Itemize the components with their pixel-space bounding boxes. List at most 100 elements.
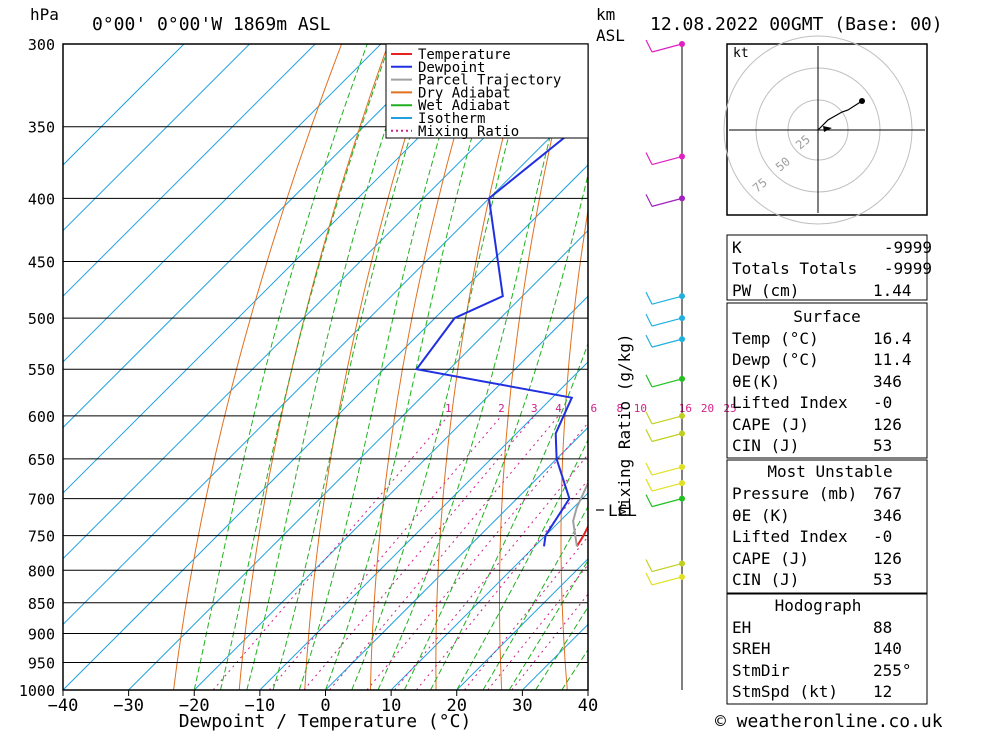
- pw-label: PW (cm): [732, 281, 799, 300]
- wet-adiabat: [193, 44, 368, 690]
- wind-barb-flag: [645, 429, 653, 442]
- wet-adiabat: [377, 44, 575, 690]
- dry-adiabat: [304, 44, 436, 690]
- isotherm: [63, 164, 588, 690]
- surface-dewp-label: Dewp (°C): [732, 350, 819, 369]
- background-lines: [63, 26, 1000, 690]
- mu-cape-value: 126: [873, 549, 902, 568]
- dry-adiabat: [499, 44, 575, 690]
- wind-barb-flag: [645, 334, 653, 348]
- wind-barb-shaft: [651, 197, 683, 207]
- mu-pressure-value: 767: [873, 484, 902, 503]
- pressure-tick-label: 600: [28, 408, 55, 426]
- wind-barb-shaft: [651, 562, 683, 573]
- temperature-tick-label: −40: [48, 696, 79, 716]
- lcl-label: LCL: [608, 501, 637, 520]
- pressure-tick-label: 450: [28, 254, 55, 272]
- wind-barb-flag: [645, 559, 653, 572]
- pressure-tick-label: 950: [28, 654, 55, 672]
- surface-cin-value: 53: [873, 436, 892, 455]
- k-value: -9999: [884, 238, 932, 257]
- pressure-tick-label: 400: [28, 190, 55, 208]
- wind-barb-flag: [645, 374, 653, 388]
- isotherm: [390, 492, 588, 690]
- isotherm: [128, 229, 588, 690]
- pressure-tick-label: 300: [28, 36, 55, 54]
- parcel-trajectory-line: [572, 480, 588, 547]
- pressure-unit-label: hPa: [30, 5, 59, 24]
- pressure-tick-label: 750: [28, 528, 55, 546]
- indices-panel: K -9999 Totals Totals -9999 PW (cm) 1.44…: [726, 234, 932, 705]
- mu-pressure-label: Pressure (mb): [732, 484, 857, 503]
- sreh-value: 140: [873, 639, 902, 658]
- temperature-axis: −40 −30 −20 −10 0 10 20 30 40: [48, 690, 598, 716]
- pw-value: 1.44: [873, 281, 912, 300]
- mixing-ratio-line: [212, 415, 449, 690]
- wind-barb-shaft: [651, 498, 683, 508]
- stmdir-label: StmDir: [732, 661, 790, 680]
- wet-adiabat: [220, 44, 391, 690]
- stmspd-label: StmSpd (kt): [732, 682, 838, 701]
- wind-barb-flag: [645, 152, 653, 165]
- temperature-tick-label: 20: [447, 696, 467, 716]
- wind-barb-shaft: [651, 338, 683, 348]
- storm-motion-arrow: [823, 126, 832, 132]
- wind-barb-flag: [645, 194, 653, 207]
- x-axis-label: Dewpoint / Temperature (°C): [179, 711, 472, 732]
- wind-barb-shaft: [651, 378, 683, 388]
- wind-barb-flag: [645, 291, 653, 305]
- wind-barb-flag: [645, 39, 653, 53]
- mixing-ratio-line: [487, 564, 588, 690]
- wet-adiabat: [325, 44, 500, 690]
- legend-label: Dewpoint: [418, 60, 485, 76]
- datetime-title: 12.08.2022 00GMT (Base: 00): [650, 14, 943, 35]
- stmspd-value: 12: [873, 682, 892, 701]
- surface-cape-label: CAPE (J): [732, 415, 809, 434]
- surface-li-label: Lifted Index: [732, 393, 848, 412]
- wind-barb-flag: [645, 411, 653, 425]
- dry-adiabat: [173, 44, 343, 690]
- wet-adiabat: [456, 438, 588, 690]
- mixing-ratio-labels: 1 2 3 4 6 8 10 16 20 25: [445, 402, 737, 415]
- mu-li-value: -0: [873, 527, 892, 546]
- basic-indices-box: [726, 234, 928, 301]
- wind-barb-flag: [645, 572, 653, 586]
- mu-cin-value: 53: [873, 570, 892, 589]
- legend-label: Isotherm: [418, 111, 485, 127]
- surface-cape-value: 126: [873, 415, 902, 434]
- hodograph-endpoint: [859, 98, 865, 104]
- k-label: K: [732, 238, 742, 257]
- isotherm: [259, 361, 588, 690]
- most-unstable-box: [726, 459, 928, 594]
- wind-barb-shaft: [651, 295, 683, 305]
- wind-barb-shaft: [651, 415, 683, 425]
- pressure-tick-label: 650: [28, 451, 55, 469]
- hodograph-unit-label: kt: [733, 46, 749, 61]
- temperature-tick-label: −30: [113, 696, 144, 716]
- temperature-tick-label: 0: [320, 696, 330, 716]
- mu-theta-label: θE (K): [732, 506, 790, 525]
- stmdir-value: 255°: [873, 661, 912, 680]
- surface-temp-label: Temp (°C): [732, 329, 819, 348]
- wind-barb-flag: [645, 478, 653, 492]
- hodograph-trace: [817, 100, 863, 131]
- temperature-tick-label: 40: [578, 696, 598, 716]
- dry-adiabat: [560, 207, 588, 690]
- mixing-ratio-axis-label: Mixing Ratio (g/kg): [615, 333, 634, 516]
- temperature-tick-label: −20: [179, 696, 210, 716]
- surface-dewp-value: 11.4: [873, 350, 912, 369]
- pressure-tick-label: 550: [28, 361, 55, 379]
- surface-box: [726, 302, 928, 459]
- pressure-tick-label: 700: [28, 491, 55, 509]
- wind-barb-shaft: [651, 155, 683, 166]
- dry-adiabat: [943, 26, 1000, 690]
- dry-adiabat: [992, 26, 1000, 690]
- surface-theta-label: θE(K): [732, 372, 780, 391]
- wind-barb-shaft: [651, 482, 683, 492]
- temperature-line: [576, 524, 588, 547]
- mixing-ratio-label: 6: [590, 402, 597, 415]
- surface-theta-value: 346: [873, 372, 902, 391]
